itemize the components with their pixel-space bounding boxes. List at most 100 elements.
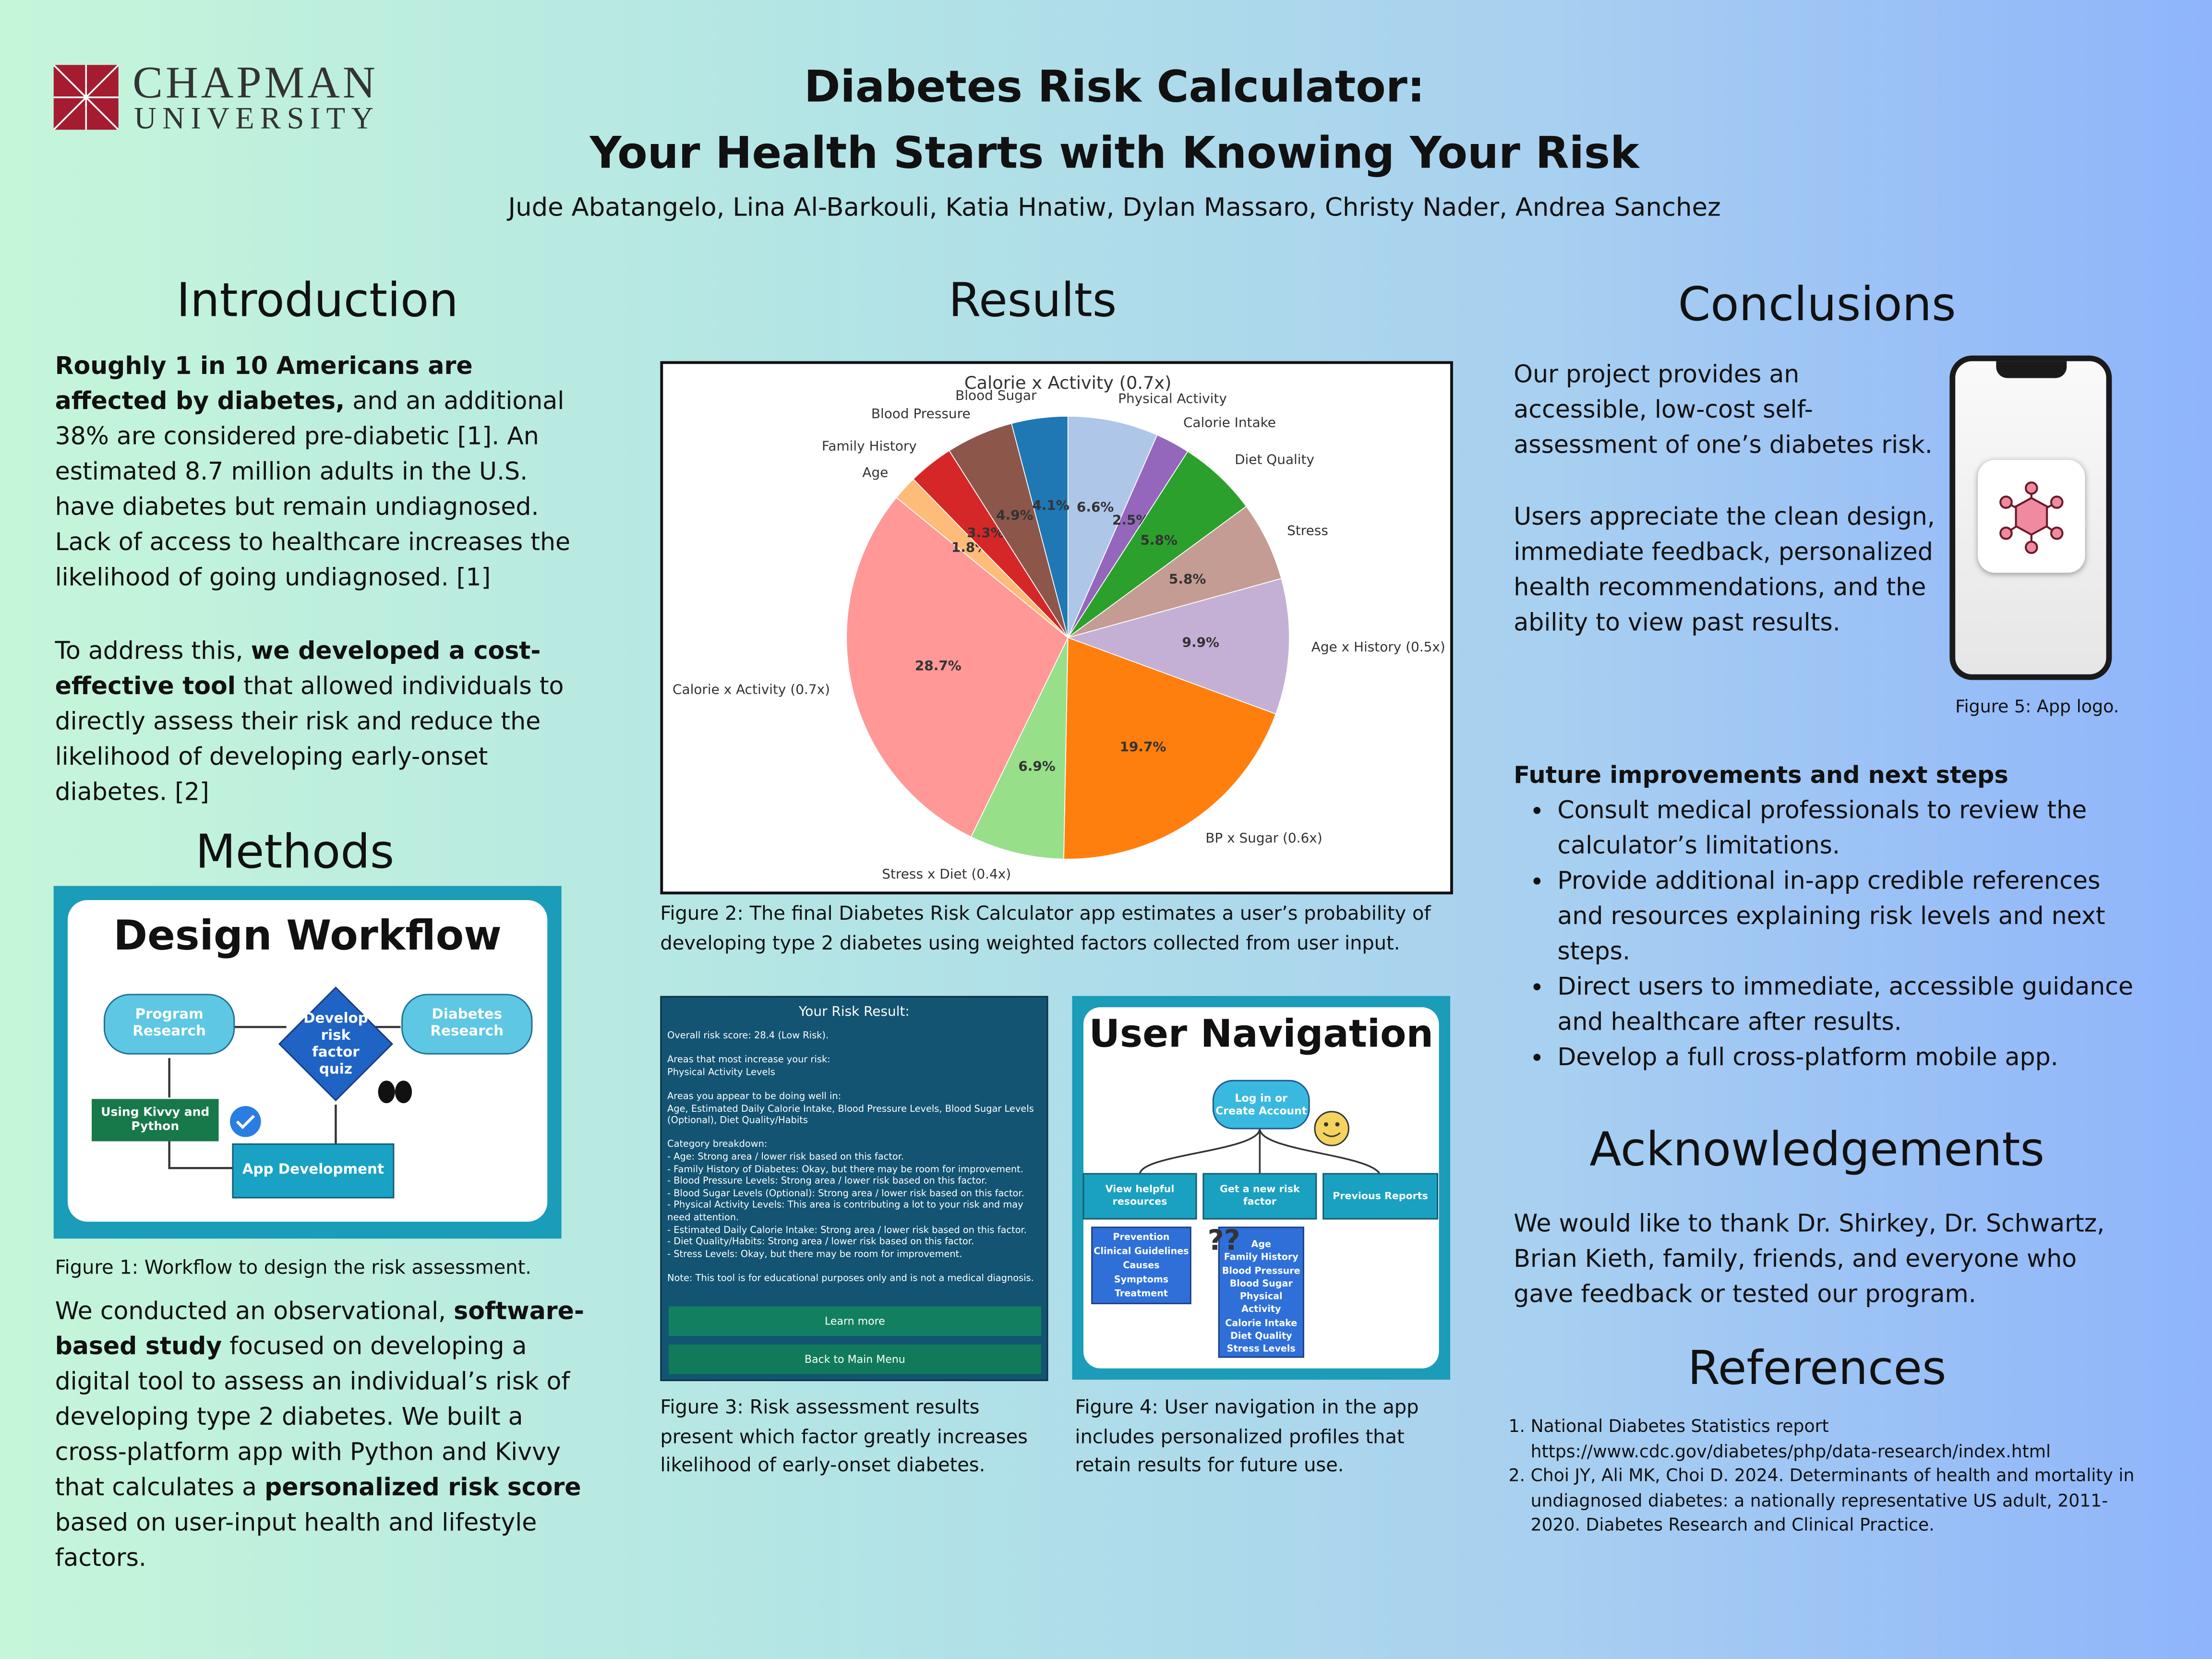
bullet-item: Consult medical professionals to review … (1557, 794, 2150, 865)
logo-line: CHAPMAN (132, 56, 378, 108)
text-line: - Physical Activity Levels: This area is… (667, 1199, 1023, 1223)
paragraph: We conducted an observational, software-… (55, 1295, 589, 1577)
pie-slice (1068, 505, 1282, 638)
slice-label: Diet Quality (1235, 451, 1314, 467)
phone (1949, 355, 2112, 680)
nav-item: Age (1251, 1238, 1271, 1250)
figure-caption: Figure 5: App logo. (1955, 695, 2119, 717)
value-label: 5.8% (1169, 571, 1206, 587)
slice-label: Stress x Diet (0.4x) (882, 866, 1011, 882)
text-line: Overall risk score: 28.4 (Low Risk). (667, 1030, 829, 1041)
figure-4: ?? User Navigation Log in or Create Acco… (1072, 996, 1451, 1380)
slice-label: Calorie x Activity (0.7x) (673, 681, 830, 697)
navigation-shapes: ?? (1082, 1080, 1439, 1358)
pie-chart: Calorie x Activity (0.7x)Physical Activi… (673, 373, 1445, 882)
pie-slice (846, 497, 1069, 838)
workflow-node: Develop risk factor quiz (303, 1011, 368, 1078)
value-label: 4.1% (1032, 497, 1069, 513)
value-label: 28.7% (915, 658, 962, 673)
slice-label: Physical Activity (1118, 391, 1227, 407)
result-text: Overall risk score: 28.4 (Low Risk). Area… (667, 1030, 1043, 1297)
text-run: To address this, (55, 637, 251, 666)
text-line: - Blood Pressure Levels: Strong area / l… (667, 1175, 987, 1187)
button[interactable]: Back to Main Menu (668, 1344, 1041, 1374)
slice-label: Blood Pressure (871, 406, 971, 421)
value-label: 19.7% (1120, 739, 1166, 755)
workflow-shapes (92, 986, 533, 1199)
figure-1: Design Workflow Program Research Develop… (53, 886, 562, 1239)
section-heading: Introduction (176, 272, 458, 327)
figure-title: Design Workflow (113, 911, 502, 960)
nav-item: Symptoms (1114, 1274, 1169, 1286)
text-run: based on user-input health and lifestyle… (55, 1509, 537, 1573)
text-group: Note: This tool is for educational purpo… (667, 1272, 1043, 1284)
text-run: We conducted an observational, (55, 1298, 454, 1326)
text-line: - Blood Sugar Levels (Optional): Strong … (667, 1187, 1024, 1199)
value-label: 9.9% (1182, 635, 1219, 650)
section-heading: Acknowledgements (1589, 1121, 2045, 1177)
workflow-node: Diabetes Research (430, 1007, 504, 1040)
nav-item: Physical Activity (1239, 1291, 1283, 1316)
text-line: - Age: Strong area / lower risk based on… (667, 1151, 904, 1163)
section-heading: References (1687, 1340, 1947, 1395)
pie-slice (1067, 416, 1158, 638)
slice-label: Family History (822, 438, 917, 454)
nav-item: Family History (1224, 1251, 1298, 1263)
text-line: - Estimated Daily Calorie Intake: Strong… (667, 1224, 1027, 1235)
section-heading: Results (949, 272, 1117, 327)
text-group: Category breakdown: - Age: Strong area / … (667, 1139, 1043, 1261)
text-line: Areas that most increase your risk: (667, 1054, 830, 1066)
text-line: Category breakdown: (667, 1139, 768, 1151)
text-line: Physical Activity Levels (667, 1066, 775, 1078)
figure-caption: Figure 4: User navigation in the app inc… (1075, 1396, 1419, 1477)
slice-label: Calorie Intake (1183, 414, 1276, 430)
figure-caption: Figure 1: Workflow to design the risk as… (55, 1257, 531, 1280)
nav-item: Prevention (1113, 1231, 1170, 1243)
reference-list: National Diabetes Statistics report http… (1531, 1415, 2149, 1539)
text-run: that allowed individuals to directly ass… (55, 673, 564, 807)
subheading: Future improvements and next steps (1514, 760, 2008, 789)
value-label: 6.6% (1077, 499, 1114, 515)
figure-2: Calorie x Activity (0.7x) Physical Activi… (660, 361, 1453, 895)
nav-node: View helpful resources (1105, 1183, 1175, 1208)
reference-item: Choi JY, Ali MK, Choi D. 2024. Determina… (1531, 1465, 2149, 1539)
chart-title: Calorie x Activity (0.7x) (964, 373, 1172, 393)
nav-item: Diet Quality (1230, 1330, 1292, 1342)
figure-caption: Figure 2: The final Diabetes Risk Calcul… (660, 902, 1431, 955)
figure-3: Your Risk Result: Overall risk score: 28… (660, 996, 1048, 1382)
text-group: Areas that most increase your risk: Physi… (667, 1054, 1043, 1079)
phone-notch (1996, 361, 2067, 378)
text-line: Age, Estimated Daily Calorie Intake, Blo… (667, 1102, 1034, 1126)
poster-title: Diabetes Risk Calculator: (804, 62, 1425, 113)
figure-caption: Figure 3: Risk assessment results presen… (660, 1396, 1028, 1477)
text-line: - Diet Quality/Habits: Strong area / low… (667, 1236, 974, 1248)
nav-item: Blood Pressure (1222, 1264, 1300, 1276)
pie-slice (1067, 451, 1247, 638)
text-run: software-based study (55, 1298, 584, 1361)
nav-item: Blood Sugar (1229, 1278, 1293, 1289)
text-line: Note: This tool is for educational purpo… (667, 1272, 1034, 1284)
text-group: Areas you appear to be doing well in: Age… (667, 1091, 1043, 1127)
text-line: Areas you appear to be doing well in: (667, 1090, 842, 1102)
reference-item: National Diabetes Statistics report http… (1531, 1415, 2149, 1465)
paragraph: Roughly 1 in 10 Americans are affected b… (55, 350, 589, 597)
paragraph: Our project provides an accessible, low-… (1514, 361, 1933, 460)
value-label: 4.9% (996, 507, 1033, 523)
text-line: - Family History of Diabetes: Okay, but … (667, 1163, 1023, 1175)
paragraph: To address this, we developed a cost-eff… (55, 635, 589, 811)
pie-slice (1066, 578, 1290, 715)
nav-item: Stress Levels (1226, 1343, 1296, 1355)
nav-item: Calorie Intake (1225, 1317, 1298, 1329)
slice-label: Stress (1287, 522, 1328, 538)
button[interactable]: Learn more (668, 1306, 1041, 1336)
slice-label: Age (862, 465, 888, 481)
nav-node: Log in or Create Account (1215, 1092, 1307, 1118)
nav-list: Age Family History Blood Pressure Blood Sug… (1219, 1238, 1303, 1357)
pie-slice (1063, 637, 1276, 860)
text-run: personalized risk score (264, 1474, 581, 1503)
value-label: 6.9% (1018, 758, 1055, 774)
workflow-node: Using Kivvy and Python (101, 1106, 210, 1134)
pie-slice (1011, 416, 1069, 638)
